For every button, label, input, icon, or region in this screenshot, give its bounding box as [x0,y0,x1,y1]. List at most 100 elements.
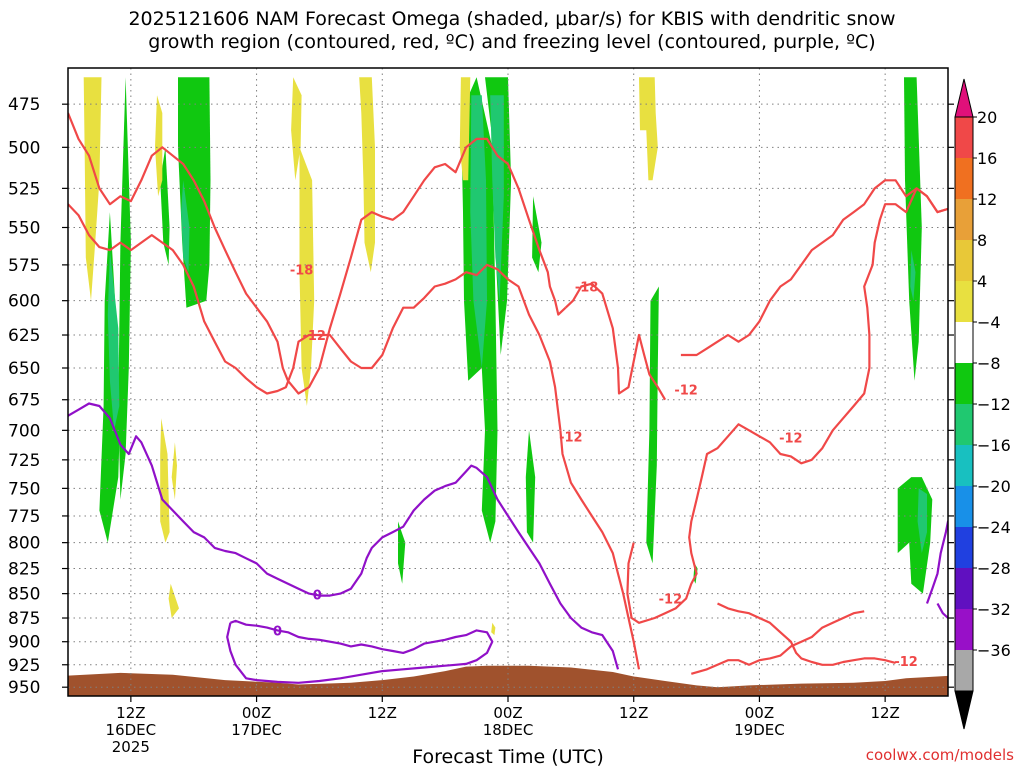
y-tick-label: 725 [8,451,40,471]
snow-contour-label: -18 [575,281,599,296]
snow-contour-label: -12 [894,655,918,670]
y-tick-label: 475 [8,95,40,115]
colorbar-swatch [955,404,973,445]
freezing-contour-label: 0 [313,589,322,604]
x-tick-label: 12Z [870,704,899,722]
omega-region [917,488,927,554]
y-tick-label: 775 [8,507,40,527]
title-line-2: growth region (contoured, red, ºC) and f… [148,31,876,53]
colorbar-label: −16 [977,436,1011,455]
snow-growth-contour [68,112,567,395]
y-tick-label: 825 [8,560,40,580]
credit-text: coolwx.com/models [866,746,1014,764]
omega-region [470,95,487,369]
colorbar-label: −36 [977,641,1011,660]
omega-region [532,196,542,273]
x-axis-label: Forecast Time (UTC) [412,746,603,768]
snow-contour-label: -12 [674,384,698,399]
omega-region [83,77,102,301]
omega-region [299,147,315,407]
colorbar-swatch [955,117,973,158]
omega-region [359,77,375,273]
colorbar-label: −28 [977,559,1011,578]
colorbar-swatch [955,158,973,199]
y-tick-label: 625 [8,326,40,346]
snow-growth-contour [690,610,865,675]
contour-labels: -18 -18 -12 -12 -12 -12 -12 -12 0 0 [273,263,918,670]
colorbar-top-arrow [954,78,974,118]
omega-region [904,77,922,381]
snow-growth-contour [680,179,948,357]
x-tick-label: 18DEC [483,721,534,739]
freezing-level-contours [68,402,948,684]
x-tick-label: 16DEC [106,721,157,739]
y-tick-label: 550 [8,218,40,238]
y-tick-label: 575 [8,256,40,276]
colorbar-swatch [955,281,973,322]
colorbar-swatch [955,445,973,486]
omega-region [160,147,170,265]
y-tick-label: 675 [8,391,40,411]
x-tick-label: 17DEC [231,721,282,739]
colorbar-swatch [955,568,973,609]
freezing-contour [226,619,494,684]
colorbar-swatch [955,527,973,568]
y-tick-label: 900 [8,633,40,653]
colorbar-label: −24 [977,518,1011,537]
terrain-layer [68,665,948,696]
colorbar-label: −32 [977,600,1011,619]
snow-contour-label: -12 [779,432,803,447]
freezing-contour [925,520,948,604]
colorbar-label: 12 [977,190,997,209]
y-tick-label: 800 [8,534,40,554]
colorbar-label: −20 [977,477,1011,496]
omega-region [910,250,916,301]
x-tick-label: 12Z [619,704,648,722]
colorbar-swatch [955,363,973,404]
x-tick-label: 00Z [242,704,271,722]
x-tick-label: 2025 [112,738,150,756]
omega-region [525,430,536,543]
freezing-contour [68,402,620,670]
omega-region [491,622,496,636]
y-tick-label: 700 [8,421,40,441]
terrain-fill [68,665,948,696]
colorbar-swatch [955,486,973,527]
colorbar-label: −12 [977,395,1011,414]
freezing-contour [936,602,948,620]
omega-region [639,77,658,181]
colorbar: 20 16 12 8 4 −4 −8 −12 −16 −20 −24 −28 −32 −36 [954,78,1011,730]
x-tick-label: 19DEC [734,721,785,739]
snow-contour-label: -18 [290,263,314,278]
y-tick-label: 875 [8,609,40,629]
title-line-1: 2025121606 NAM Forecast Omega (shaded, μ… [128,8,896,30]
omega-region [646,286,659,564]
snow-growth-contour [564,282,667,401]
colorbar-label: 20 [977,108,997,127]
y-tick-label: 500 [8,138,40,158]
omega-shading [83,77,933,636]
colorbar-bottom-arrow [954,690,974,730]
colorbar-label: 4 [977,272,987,291]
freezing-contour-label: 0 [273,624,282,639]
omega-region [291,77,302,181]
colorbar-label: −8 [977,354,1001,373]
colorbar-swatch [955,650,973,691]
colorbar-label: 8 [977,231,987,250]
omega-region [107,250,120,431]
y-tick-label: 525 [8,179,40,199]
x-tick-label: 12Z [368,704,397,722]
x-tick-label: 12Z [116,704,145,722]
snow-growth-contours [68,112,948,675]
omega-region [897,477,933,594]
y-tick-label: 850 [8,585,40,605]
snow-contour-label: -12 [302,329,326,344]
snow-growth-contour [626,187,948,624]
y-tick-label: 650 [8,359,40,379]
omega-region [171,442,177,500]
snow-contour-label: -12 [659,593,683,608]
omega-region [118,77,131,500]
y-tick-label: 750 [8,479,40,499]
y-tick-label: 925 [8,656,40,676]
